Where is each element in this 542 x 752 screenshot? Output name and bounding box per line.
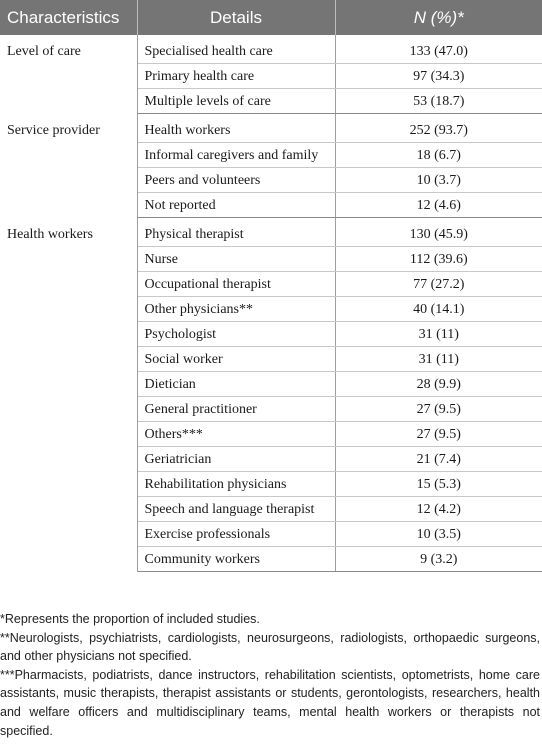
table-row: Level of care Specialised health care 133 …	[0, 35, 542, 114]
value-cell: 27 (9.5)	[335, 421, 542, 447]
value-cell: 28 (9.9)	[335, 371, 542, 397]
detail-cell: Other physicians**	[137, 296, 336, 322]
category-cell: Service provider	[0, 113, 138, 218]
header-n-percent-label: N (%)*	[413, 7, 464, 27]
table-row: Health workers Physical therapist 130 (45.…	[0, 217, 542, 572]
table-row: Rehabilitation physicians 15 (5.3)	[0, 471, 542, 497]
value-cell: 31 (11)	[335, 321, 542, 347]
table-row: Informal caregivers and family 18 (6.7)	[0, 142, 542, 168]
value-cell: 31 (11)	[335, 346, 542, 372]
table-row: Primary health care 97 (34.3)	[0, 63, 542, 89]
footnote: *Represents the proportion of included s…	[0, 612, 260, 626]
table-row: Social worker 31 (11)	[0, 346, 542, 372]
value-cell: 9 (3.2)	[335, 546, 542, 572]
table-row: Nurse 112 (39.6)	[0, 246, 542, 272]
characteristics-table-container: Characteristics Details N (%)* Level of …	[0, 0, 542, 572]
detail-cell: Not reported	[137, 192, 336, 218]
value-cell: 97 (34.3)	[335, 63, 542, 89]
detail-cell: Rehabilitation physicians	[137, 471, 336, 497]
value-cell: 21 (7.4)	[335, 446, 542, 472]
value-cell: 27 (9.5)	[335, 396, 542, 422]
table-row: Peers and volunteers 10 (3.7)	[0, 167, 542, 193]
detail-cell: Psychologist	[137, 321, 336, 347]
value-cell: 40 (14.1)	[335, 296, 542, 322]
detail-cell: Peers and volunteers	[137, 167, 336, 193]
table-row: Not reported 12 (4.6)	[0, 192, 542, 218]
footnote: **Neurologists, psychiatrists, cardiolog…	[0, 630, 540, 664]
value-cell: 133 (47.0)	[335, 35, 542, 64]
detail-cell: Exercise professionals	[137, 521, 336, 547]
header-characteristics: Characteristics	[0, 0, 138, 35]
detail-cell: Health workers	[137, 113, 336, 143]
header-details: Details	[137, 0, 336, 35]
detail-cell: Multiple levels of care	[137, 88, 336, 114]
table-body: Level of care Specialised health care 133 …	[0, 35, 542, 572]
table-row: Multiple levels of care 53 (18.7)	[0, 88, 542, 114]
detail-cell: Geriatrician	[137, 446, 336, 472]
characteristics-table: Characteristics Details N (%)* Level of …	[0, 0, 542, 572]
header-n-percent: N (%)*	[335, 0, 542, 35]
value-cell: 112 (39.6)	[335, 246, 542, 272]
table-footnotes: *Represents the proportion of included s…	[0, 610, 540, 740]
detail-cell: Social worker	[137, 346, 336, 372]
table-row: Geriatrician 21 (7.4)	[0, 446, 542, 472]
detail-cell: Specialised health care	[137, 35, 336, 64]
table-row: Service provider Health workers 252 (93.7)	[0, 113, 542, 218]
value-cell: 12 (4.6)	[335, 192, 542, 218]
detail-cell: General practitioner	[137, 396, 336, 422]
detail-cell: Dietician	[137, 371, 336, 397]
detail-cell: Community workers	[137, 546, 336, 572]
table-row: Speech and language therapist 12 (4.2)	[0, 496, 542, 522]
value-cell: 10 (3.5)	[335, 521, 542, 547]
value-cell: 252 (93.7)	[335, 113, 542, 143]
table-row: Others*** 27 (9.5)	[0, 421, 542, 447]
footnote: ***Pharmacists, podiatrists, dance instr…	[0, 667, 540, 738]
table-row: General practitioner 27 (9.5)	[0, 396, 542, 422]
table-row: Dietician 28 (9.9)	[0, 371, 542, 397]
table-row: Community workers 9 (3.2)	[0, 546, 542, 572]
table-row: Exercise professionals 10 (3.5)	[0, 521, 542, 547]
detail-cell: Nurse	[137, 246, 336, 272]
detail-cell: Occupational therapist	[137, 271, 336, 297]
category-cell: Level of care	[0, 35, 138, 114]
table-header-row: Characteristics Details N (%)*	[0, 0, 542, 35]
detail-cell: Primary health care	[137, 63, 336, 89]
value-cell: 12 (4.2)	[335, 496, 542, 522]
detail-cell: Speech and language therapist	[137, 496, 336, 522]
table-row: Psychologist 31 (11)	[0, 321, 542, 347]
value-cell: 10 (3.7)	[335, 167, 542, 193]
table-row: Occupational therapist 77 (27.2)	[0, 271, 542, 297]
value-cell: 130 (45.9)	[335, 217, 542, 247]
table-row: Other physicians** 40 (14.1)	[0, 296, 542, 322]
category-cell: Health workers	[0, 217, 138, 572]
value-cell: 77 (27.2)	[335, 271, 542, 297]
value-cell: 18 (6.7)	[335, 142, 542, 168]
value-cell: 15 (5.3)	[335, 471, 542, 497]
detail-cell: Physical therapist	[137, 217, 336, 247]
detail-cell: Others***	[137, 421, 336, 447]
value-cell: 53 (18.7)	[335, 88, 542, 114]
detail-cell: Informal caregivers and family	[137, 142, 336, 168]
